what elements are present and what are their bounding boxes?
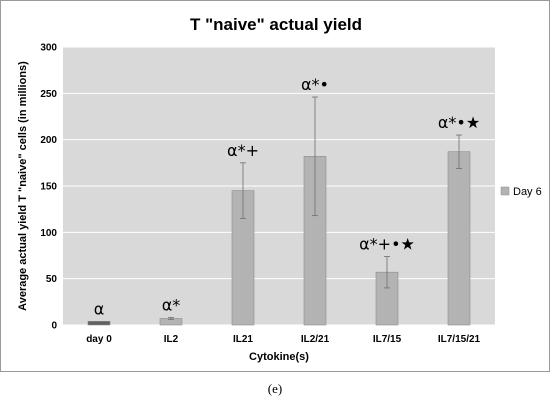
y-tick-label: 0 [51,321,57,332]
y-tick-labels: 0 50 100 150 200 250 300 [40,43,57,332]
bars [87,151,471,326]
figure-caption: (e) [267,381,283,396]
x-tick-label: IL7/15/21 [438,334,481,345]
x-tick-label: IL2 [164,334,179,345]
error-bars [168,96,462,320]
bar [87,320,111,326]
chart-frame: 0 50 100 150 200 250 300 α α* α*+ α*• α*+•★ α*•★ da… [0,0,550,372]
legend: Day 6 [500,186,542,198]
significance-label: α*+•★ [359,234,415,253]
legend-label: Day 6 [513,186,542,198]
bar-chart: 0 50 100 150 200 250 300 α α* α*+ α*• α*+•★ α*•★ da… [17,15,542,363]
error-bar [384,256,390,289]
significance-label: α*+ [227,141,259,160]
y-tick-label: 100 [40,228,57,239]
x-tick-labels: day 0 IL2 IL21 IL2/21 IL7/15 IL7/15/21 [86,334,480,345]
x-tick-label: IL21 [233,334,253,345]
y-axis-label: Average actual yield T "naive" cells (in… [17,61,29,311]
y-tick-label: 250 [40,89,57,100]
significance-label: α [94,299,105,318]
significance-label: α* [162,296,181,315]
x-tick-label: IL2/21 [301,334,330,345]
y-tick-label: 150 [40,182,57,193]
gridlines [63,46,495,326]
significance-label: α*•★ [438,113,480,132]
x-tick-label: day 0 [86,334,112,345]
bar [447,151,471,326]
significance-annotations: α α* α*+ α*• α*+•★ α*•★ [94,75,480,318]
error-bar [312,96,318,217]
significance-label: α*• [301,75,329,94]
y-tick-label: 300 [40,43,57,54]
y-tick-label: 50 [46,274,58,285]
error-bar [456,134,462,169]
y-tick-label: 200 [40,135,57,146]
error-bar [168,317,174,320]
x-tick-label: IL7/15 [373,334,402,345]
x-axis-label: Cytokine(s) [249,351,309,363]
chart-title: T "naive" actual yield [190,15,362,34]
legend-swatch [500,186,510,196]
error-bar [240,162,246,219]
